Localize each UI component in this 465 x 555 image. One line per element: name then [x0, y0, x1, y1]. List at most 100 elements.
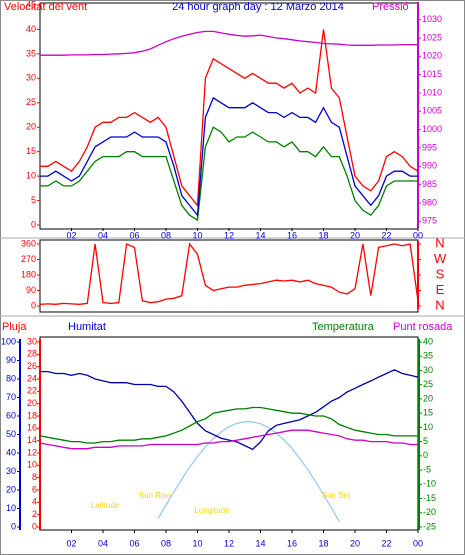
- y2-tick-label: 35: [423, 351, 433, 361]
- x-tick-label: 06: [129, 538, 139, 548]
- y2-tick-label: 40: [423, 336, 433, 346]
- y-tick-label: 30: [26, 73, 36, 83]
- y-tick-label: 80: [6, 373, 16, 383]
- y3-tick-label: 6: [32, 484, 37, 494]
- y3-tick-label: 8: [32, 472, 37, 482]
- y-tick-label: 30: [6, 466, 16, 476]
- y2-tick-label: N: [435, 235, 444, 250]
- legend-label: Punt rosada: [393, 321, 453, 333]
- x-tick-label: 04: [98, 538, 108, 548]
- y-tick-label: 40: [6, 447, 16, 457]
- y-axis-label: Velocitat del vent: [4, 1, 87, 13]
- legend-label: Temperatura: [312, 321, 375, 333]
- y-tick-label: 0: [31, 300, 36, 310]
- y-tick-label: 20: [6, 484, 16, 494]
- y2-tick-label: 1025: [422, 32, 442, 42]
- y2-tick-label: -20: [423, 507, 436, 517]
- y2-tick-label: 25: [423, 379, 433, 389]
- y3-tick-label: 30: [27, 336, 37, 346]
- y-tick-label: 35: [26, 48, 36, 58]
- data-line: [39, 429, 418, 450]
- x-tick-label: 14: [255, 538, 265, 548]
- y2-axis-label: Pressió: [372, 1, 409, 13]
- annotation: Longitude: [194, 506, 230, 515]
- y2-tick-label: 980: [422, 197, 437, 207]
- y2-tick-label: 20: [423, 393, 433, 403]
- y2-tick-label: 1015: [422, 69, 442, 79]
- y2-tick-label: -15: [423, 493, 436, 503]
- y-tick-label: 100: [1, 336, 16, 346]
- y-tick-label: 0: [31, 219, 36, 229]
- x-tick-label: 22: [381, 538, 391, 548]
- x-tick-label: 08: [161, 538, 171, 548]
- x-tick-label: 08: [161, 230, 171, 240]
- y3-tick-label: 12: [27, 447, 37, 457]
- y3-tick-label: 4: [32, 497, 37, 507]
- data-line: [40, 126, 418, 222]
- annotation: Sun Set: [322, 491, 351, 500]
- y2-tick-label: 975: [422, 216, 437, 226]
- x-tick-label: 16: [287, 538, 297, 548]
- y-tick-label: 10: [6, 503, 16, 513]
- data-line: [40, 96, 418, 217]
- y3-tick-label: 22: [27, 386, 37, 396]
- data-line: [40, 30, 418, 56]
- y3-tick-label: 14: [27, 435, 37, 445]
- data-line: [39, 242, 419, 305]
- y2-tick-label: 985: [422, 179, 437, 189]
- y-tick-label: 20: [26, 122, 36, 132]
- y-tick-label: 45: [26, 0, 36, 9]
- y2-tick-label: 995: [422, 142, 437, 152]
- y-tick-label: 90: [26, 285, 36, 295]
- y3-tick-label: 18: [27, 410, 37, 420]
- legend-label: Humitat: [68, 321, 106, 333]
- data-line: [40, 369, 419, 451]
- y2-tick-label: 1020: [422, 51, 442, 61]
- y-tick-label: 15: [26, 146, 36, 156]
- y3-axis-label: Pluja: [2, 321, 27, 333]
- x-tick-label: 12: [224, 230, 234, 240]
- y2-tick-label: 990: [422, 161, 437, 171]
- y-tick-label: 70: [6, 392, 16, 402]
- y3-tick-label: 28: [27, 349, 37, 359]
- y-tick-label: 50: [6, 429, 16, 439]
- y3-tick-label: 26: [27, 361, 37, 371]
- x-tick-label: 14: [255, 230, 265, 240]
- x-tick-label: 02: [66, 538, 76, 548]
- y2-tick-label: S: [436, 266, 445, 281]
- y2-tick-label: 1010: [422, 87, 442, 97]
- y-tick-label: 10: [26, 170, 36, 180]
- y-tick-label: 5: [31, 195, 36, 205]
- y2-tick-label: N: [435, 297, 444, 312]
- y2-tick-label: 15: [423, 408, 433, 418]
- x-tick-label: 20: [350, 538, 360, 548]
- y-tick-label: 360: [21, 238, 36, 248]
- y2-tick-label: 30: [423, 365, 433, 375]
- y-tick-label: 40: [26, 24, 36, 34]
- y3-tick-label: 20: [27, 398, 37, 408]
- data-line: [39, 406, 418, 444]
- data-line: [40, 29, 419, 208]
- x-tick-label: 06: [129, 230, 139, 240]
- y2-tick-label: E: [436, 282, 445, 297]
- x-tick-label: 00: [413, 230, 423, 240]
- y3-tick-label: 10: [27, 460, 37, 470]
- x-tick-label: 16: [287, 230, 297, 240]
- y2-tick-label: -5: [423, 464, 431, 474]
- y2-tick-label: W: [434, 251, 447, 266]
- x-tick-label: 02: [66, 230, 76, 240]
- chart-title: 24 hour graph day : 12 Marzo 2014: [172, 1, 344, 13]
- y2-tick-label: -10: [423, 479, 436, 489]
- data-line: [157, 421, 340, 522]
- annotation: Sun Rise: [139, 491, 172, 500]
- y3-tick-label: 16: [27, 423, 37, 433]
- x-tick-label: 10: [192, 538, 202, 548]
- y-tick-label: 180: [21, 269, 36, 279]
- x-tick-label: 18: [318, 538, 328, 548]
- y2-tick-label: 1000: [422, 124, 442, 134]
- y3-tick-label: 2: [32, 509, 37, 519]
- x-tick-label: 22: [381, 230, 391, 240]
- x-tick-label: 00: [413, 538, 423, 548]
- y2-tick-label: 1005: [422, 106, 442, 116]
